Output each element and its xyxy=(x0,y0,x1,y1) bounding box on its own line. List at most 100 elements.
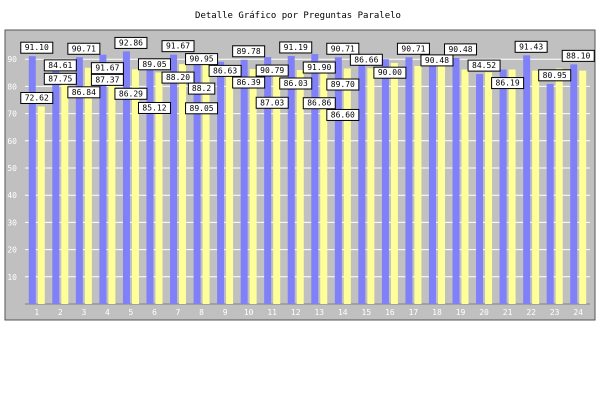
x-tick-label: 16 xyxy=(385,308,395,317)
data-label: 89.05 xyxy=(142,60,166,69)
data-label: 91.67 xyxy=(95,64,119,73)
data-label-box xyxy=(302,61,336,74)
data-label-box xyxy=(187,82,216,95)
bar-s2-cat-22 xyxy=(532,70,540,305)
x-tick-label: 24 xyxy=(573,308,583,317)
bar-s1-cat-19 xyxy=(452,57,460,304)
data-label: 88.10 xyxy=(566,51,590,60)
bar-s2-cat-15 xyxy=(367,68,375,305)
bar-s1-cat-23 xyxy=(546,83,554,304)
data-label-box xyxy=(326,78,360,91)
bar-s1-cat-21 xyxy=(499,69,507,304)
data-label: 90.79 xyxy=(260,66,284,75)
bar-s1-cat-9 xyxy=(217,61,225,305)
data-label: 86.19 xyxy=(496,79,520,88)
y-tick-label: 20 xyxy=(7,246,17,255)
x-tick-labels: 1 2 3 4 5 6 7 8 9 10 11 12 13 14 15 16 17 18 19 20 21 22 23 24 xyxy=(34,308,583,317)
data-label-box xyxy=(396,42,430,55)
x-tick-label: 22 xyxy=(526,308,536,317)
data-label: 90.95 xyxy=(190,55,214,64)
data-label-box xyxy=(67,42,101,55)
data-label-box xyxy=(90,62,124,75)
bar-s1-cat-11 xyxy=(264,57,272,304)
x-tick-label: 15 xyxy=(362,308,372,317)
data-label-box xyxy=(43,59,77,72)
data-label-box xyxy=(373,66,407,79)
grid-lines xyxy=(25,58,590,305)
bar-s1-cat-16 xyxy=(381,59,389,305)
data-label-box xyxy=(491,77,525,90)
bar-s2-cat-17 xyxy=(414,66,422,304)
chart-title: Detalle Gráfico por Preguntas Paralelo xyxy=(195,11,401,21)
data-label-box xyxy=(114,36,148,49)
bar-s2-cat-23 xyxy=(555,68,563,304)
data-label: 91.67 xyxy=(166,42,190,51)
data-label-box xyxy=(137,101,171,114)
bar-s2-cat-5 xyxy=(131,69,139,304)
data-label: 89.05 xyxy=(190,104,214,113)
data-label-box xyxy=(514,40,548,53)
data-label: 89.78 xyxy=(237,47,261,56)
bar-s1-cat-20 xyxy=(476,74,484,305)
bar-s2-cat-3 xyxy=(84,67,92,304)
bar-s1-cat-12 xyxy=(287,55,295,305)
data-label: 91.19 xyxy=(284,43,308,52)
x-tick-label: 12 xyxy=(291,308,301,317)
y-tick-label: 90 xyxy=(7,55,17,64)
data-label: 87.37 xyxy=(95,75,119,84)
data-label: 91.10 xyxy=(25,43,49,52)
y-tick-label: 60 xyxy=(7,137,17,146)
y-tick-label: 30 xyxy=(7,218,17,227)
x-tick-label: 14 xyxy=(338,308,348,317)
data-label-box xyxy=(279,41,313,54)
bar-s2-cat-11 xyxy=(273,67,281,304)
bar-s1-cat-13 xyxy=(311,54,319,305)
data-label: 84.61 xyxy=(48,61,72,70)
data-label-box xyxy=(326,42,360,55)
data-label: 88.20 xyxy=(166,73,190,82)
data-label: 90.71 xyxy=(401,44,425,53)
data-label-box xyxy=(255,64,289,77)
x-tick-label: 13 xyxy=(314,308,324,317)
x-tick-label: 23 xyxy=(550,308,560,317)
bar-s2-cat-1 xyxy=(37,106,45,304)
data-label-box xyxy=(538,69,572,82)
x-tick-label: 4 xyxy=(105,308,110,317)
data-label: 92.86 xyxy=(119,38,143,47)
bar-s1-cat-2 xyxy=(52,65,60,304)
data-label: 89.70 xyxy=(331,80,355,89)
bar-s2-cat-2 xyxy=(61,73,69,304)
bar-s2-cat-7 xyxy=(179,64,187,304)
data-label-box xyxy=(208,64,242,77)
data-labels: 91.10 72.62 84.61 87.75 90.71 86.84 91.67 87.37… xyxy=(20,36,595,121)
data-label: 86.39 xyxy=(237,78,261,87)
bar-s2-cat-6 xyxy=(155,72,163,304)
y-tick-label: 10 xyxy=(7,273,17,282)
x-tick-label: 9 xyxy=(223,308,228,317)
x-tick-label: 1 xyxy=(34,308,39,317)
data-label-box xyxy=(326,108,360,121)
data-label: 90.71 xyxy=(72,44,96,53)
data-label: 86.60 xyxy=(331,110,355,119)
bar-s1-cat-15 xyxy=(358,60,366,305)
data-label: 88.2 xyxy=(192,84,211,93)
bar-s1-cat-7 xyxy=(170,54,178,305)
data-label: 90.00 xyxy=(378,68,402,77)
x-tick-label: 17 xyxy=(409,308,419,317)
bars xyxy=(28,51,587,305)
data-label-box xyxy=(20,91,54,104)
x-tick-label: 20 xyxy=(479,308,489,317)
data-label: 86.66 xyxy=(354,55,378,64)
data-label: 90.48 xyxy=(425,56,449,65)
data-label-box xyxy=(90,73,124,86)
bar-s1-cat-4 xyxy=(99,54,107,305)
bar-s2-cat-8 xyxy=(202,64,210,304)
x-tick-label: 3 xyxy=(81,308,86,317)
x-tick-label: 19 xyxy=(456,308,466,317)
data-label-box xyxy=(185,53,219,66)
x-tick-label: 18 xyxy=(432,308,442,317)
data-label-box xyxy=(255,96,289,109)
data-label-box xyxy=(232,45,266,58)
bar-s2-cat-12 xyxy=(296,69,304,304)
